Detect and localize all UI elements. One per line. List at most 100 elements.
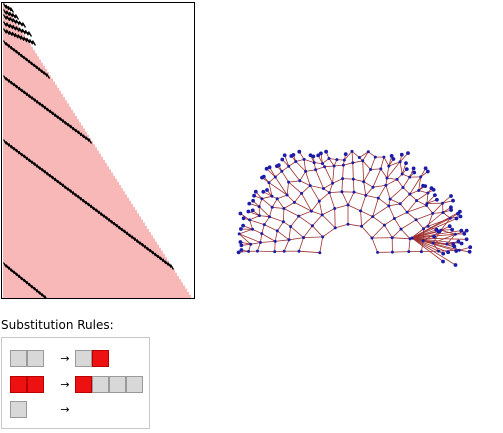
network-edge xyxy=(360,210,362,227)
network-edge xyxy=(380,156,385,170)
network-edge xyxy=(305,169,316,172)
evolution-trail xyxy=(2,14,27,28)
network-node xyxy=(335,158,339,162)
rule-arrow: → xyxy=(60,352,70,365)
network-edge xyxy=(402,187,411,195)
network-node xyxy=(411,166,416,171)
network-node xyxy=(341,177,345,181)
network-edge xyxy=(394,211,408,219)
network-edge xyxy=(411,237,449,253)
network-edge xyxy=(362,151,369,162)
network-node xyxy=(415,199,419,203)
network-edge xyxy=(329,183,333,193)
network-node xyxy=(453,232,457,236)
network-edge xyxy=(311,200,320,212)
network-edge xyxy=(288,237,304,241)
network-node xyxy=(341,163,345,167)
network-node xyxy=(312,161,316,165)
network-edge xyxy=(362,160,371,170)
network-edge xyxy=(334,208,336,228)
network-node xyxy=(457,248,461,252)
network-edge xyxy=(352,160,363,164)
network-node xyxy=(255,249,259,253)
network-node xyxy=(419,175,423,179)
network-edge xyxy=(283,208,285,222)
network-edge xyxy=(239,233,261,243)
rule-arrow: → xyxy=(60,378,70,391)
network-edge xyxy=(288,181,302,194)
network-node xyxy=(458,209,462,214)
network-node xyxy=(467,249,472,254)
network-node xyxy=(458,214,463,219)
network-node xyxy=(248,218,252,222)
rule-lhs xyxy=(10,350,44,367)
network-edge xyxy=(341,191,349,206)
network-node xyxy=(275,197,279,201)
network-node xyxy=(362,180,366,184)
network-node xyxy=(468,245,473,250)
network-edge xyxy=(303,236,323,238)
network-node xyxy=(404,167,409,171)
network-node xyxy=(292,200,296,204)
network-edge xyxy=(394,218,402,230)
network-edge xyxy=(401,162,407,175)
network-edge xyxy=(303,159,315,163)
network-edge xyxy=(363,181,374,188)
network-edge xyxy=(294,202,312,212)
evolution-trail xyxy=(2,139,175,270)
network-node xyxy=(346,203,350,207)
network-node xyxy=(423,166,428,171)
network-edge xyxy=(399,203,408,213)
network-node xyxy=(241,223,245,228)
network-node xyxy=(398,202,402,206)
network-node xyxy=(270,205,274,209)
network-node xyxy=(414,218,418,222)
network-node xyxy=(247,201,252,206)
network-edge xyxy=(352,162,354,180)
network-edge xyxy=(332,178,343,184)
network-node xyxy=(441,201,444,205)
network-node xyxy=(311,154,316,159)
network-node xyxy=(333,226,337,230)
network-edge xyxy=(384,218,395,226)
network-edge xyxy=(418,176,422,191)
network-node xyxy=(238,240,243,244)
network-edge xyxy=(399,161,403,175)
network-node xyxy=(331,181,335,185)
network-node xyxy=(264,166,269,171)
network-edge xyxy=(411,218,457,239)
network-edge xyxy=(344,151,353,161)
network-edge xyxy=(426,205,434,214)
network-edge xyxy=(329,192,336,209)
network-node xyxy=(236,250,241,255)
network-node xyxy=(297,249,301,253)
network-edge xyxy=(372,197,379,217)
network-node xyxy=(300,191,304,195)
network-edge xyxy=(360,210,373,217)
network-edge xyxy=(411,230,462,239)
network-node xyxy=(390,250,394,254)
network-node xyxy=(361,159,365,163)
network-node xyxy=(452,244,457,249)
network-node xyxy=(273,175,277,179)
network-node xyxy=(450,227,454,232)
network-node xyxy=(276,163,281,168)
network-node xyxy=(389,154,394,158)
network-node xyxy=(431,187,436,192)
network-edge xyxy=(259,215,270,218)
network-edge xyxy=(372,184,386,188)
network-edge xyxy=(294,193,302,203)
network-edge xyxy=(440,218,451,231)
network-edge xyxy=(351,151,354,163)
network-edge xyxy=(319,192,330,202)
network-edge xyxy=(427,217,451,227)
network-edge xyxy=(281,171,289,183)
network-edge xyxy=(388,161,401,167)
network-node xyxy=(316,153,321,158)
rule-lhs xyxy=(10,401,27,418)
network-edge xyxy=(248,211,260,216)
network-node xyxy=(417,189,421,192)
network-node xyxy=(289,225,293,229)
network-edge xyxy=(324,165,335,168)
network-edge xyxy=(277,230,290,241)
